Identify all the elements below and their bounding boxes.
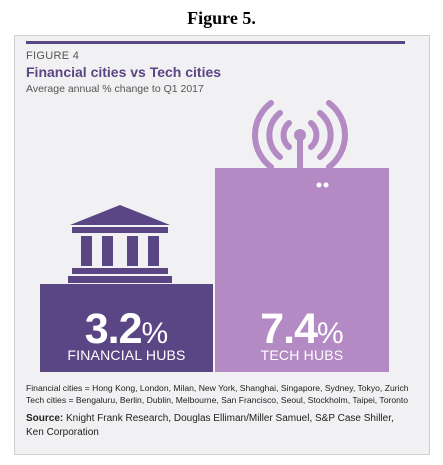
chart-title: Financial cities vs Tech cities bbox=[26, 64, 222, 80]
top-accent-rule bbox=[26, 41, 405, 44]
source-label: Source: bbox=[26, 413, 64, 424]
bar-value-number: 3.2 bbox=[84, 305, 143, 353]
bar-value-number: 7.4 bbox=[260, 305, 318, 353]
tech-hubs-bar: 7.4% TECH HUBS bbox=[215, 168, 389, 372]
bank-building-icon bbox=[68, 205, 172, 283]
tech-cities-note: Tech cities = Bengaluru, Berlin, Dublin,… bbox=[26, 395, 409, 405]
document-figure-title: Figure 5. bbox=[187, 8, 256, 28]
figure-label: FIGURE 4 bbox=[26, 50, 80, 62]
bar-value-unit: % bbox=[317, 317, 344, 350]
radio-tower-icon bbox=[245, 95, 355, 198]
source-text: Knight Frank Research, Douglas Elliman/M… bbox=[26, 413, 394, 438]
source-note: Source: Knight Frank Research, Douglas E… bbox=[26, 412, 406, 440]
bar-value-unit: % bbox=[141, 317, 169, 350]
bar-value-label: 7.4% bbox=[215, 308, 389, 351]
bar-value-label: 3.2% bbox=[40, 308, 213, 351]
financial-hubs-bar: 3.2% FINANCIAL HUBS bbox=[40, 284, 213, 372]
chart-subtitle: Average annual % change to Q1 2017 bbox=[26, 83, 204, 95]
bar-category-label: TECH HUBS bbox=[260, 347, 344, 363]
financial-cities-note: Financial cities = Hong Kong, London, Mi… bbox=[26, 383, 409, 393]
bar-category-label: FINANCIAL HUBS bbox=[67, 347, 186, 363]
